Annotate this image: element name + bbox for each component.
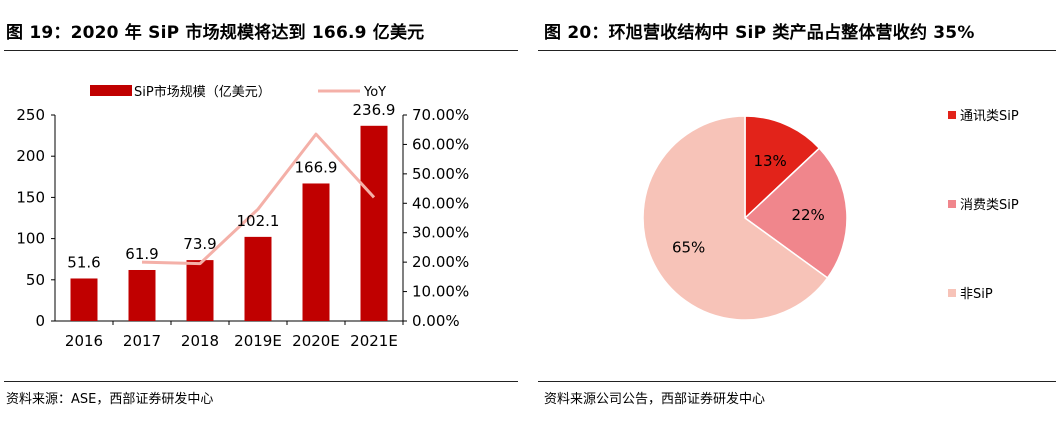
bar-data-label: 51.6 <box>67 253 100 271</box>
right-y-tick-label: 10.00% <box>412 283 469 301</box>
right-y-tick-label: 70.00% <box>412 106 469 124</box>
legend-line-label: YoY <box>363 85 386 100</box>
right-y-tick-label: 40.00% <box>412 194 469 212</box>
right-y-tick-label: 30.00% <box>412 224 469 242</box>
right-y-tick-label: 60.00% <box>412 135 469 153</box>
bar-data-label: 61.9 <box>125 245 158 263</box>
pie-slice-1 <box>744 115 821 220</box>
bar-line-chart: 0 50 100 150 200 250 0.00% 10.00% 20.00% 30.00% 40… <box>16 84 469 350</box>
bar-data-label: 102.1 <box>237 212 280 230</box>
legend-swatch-2 <box>948 200 956 208</box>
pie-slice-label: 22% <box>791 206 824 224</box>
legend-bar-label: SiP市场规模（亿美元） <box>134 84 271 100</box>
right-y-tick-label: 20.00% <box>412 253 469 271</box>
x-tick-label: 2017 <box>123 332 161 350</box>
legend-bar-swatch <box>90 85 132 96</box>
right-panel: 图 20：环旭营收结构中 SiP 类产品占整体营收约 35% 13% 22% 65%… <box>538 0 1058 425</box>
left-source-divider <box>4 381 518 382</box>
pie-chart: 13% 22% 65% 通讯类SiP 消费类SiP 非SiP <box>642 109 1019 321</box>
right-y-tick-label: 50.00% <box>412 165 469 183</box>
left-source: 资料来源：ASE，西部证券研发中心 <box>6 392 214 407</box>
x-tick-label: 2016 <box>65 332 103 350</box>
bar-2021E <box>360 125 388 321</box>
left-panel: 图 19：2020 年 SiP 市场规模将达到 166.9 亿美元 0 50 100… <box>0 0 520 425</box>
legend-label-2: 消费类SiP <box>960 198 1019 213</box>
legend-label-3: 非SiP <box>960 287 993 302</box>
right-chart-title: 图 20：环旭营收结构中 SiP 类产品占整体营收约 35% <box>544 23 975 43</box>
right-y-tick-label: 0.00% <box>412 312 460 330</box>
right-title-divider <box>538 50 1056 51</box>
bar-2019E <box>244 236 272 321</box>
bar-2016 <box>70 278 98 321</box>
legend-label-1: 通讯类SiP <box>960 109 1019 124</box>
legend-swatch-1 <box>948 111 956 119</box>
right-source: 资料来源公司公告，西部证券研发中心 <box>544 392 766 407</box>
pie-slice-3 <box>642 115 829 321</box>
left-y-tick-label: 250 <box>16 106 45 124</box>
left-title-divider <box>4 50 518 51</box>
left-y-tick-label: 100 <box>16 230 45 248</box>
x-tick-label: 2021E <box>350 332 398 350</box>
pie-slice-2 <box>743 147 848 280</box>
legend-swatch-3 <box>948 289 956 297</box>
right-source-divider <box>538 381 1056 382</box>
bar-2018 <box>186 260 214 321</box>
left-y-tick-label: 50 <box>26 271 45 289</box>
bar-2020E <box>302 183 330 321</box>
x-tick-label: 2020E <box>292 332 340 350</box>
yoy-line <box>141 132 376 266</box>
left-y-tick-label: 200 <box>16 147 45 165</box>
x-tick-label: 2018 <box>181 332 219 350</box>
pie-slice-label: 13% <box>753 152 786 170</box>
pie-slice-label: 65% <box>672 239 705 257</box>
bar-data-label: 73.9 <box>183 235 216 253</box>
bar-2017 <box>128 269 156 321</box>
left-y-tick-label: 150 <box>16 188 45 206</box>
x-tick-label: 2019E <box>234 332 282 350</box>
bar-data-label: 236.9 <box>353 101 396 119</box>
left-y-tick-label: 0 <box>35 312 45 330</box>
bar-data-label: 166.9 <box>295 158 338 176</box>
left-chart-title: 图 19：2020 年 SiP 市场规模将达到 166.9 亿美元 <box>6 23 425 43</box>
